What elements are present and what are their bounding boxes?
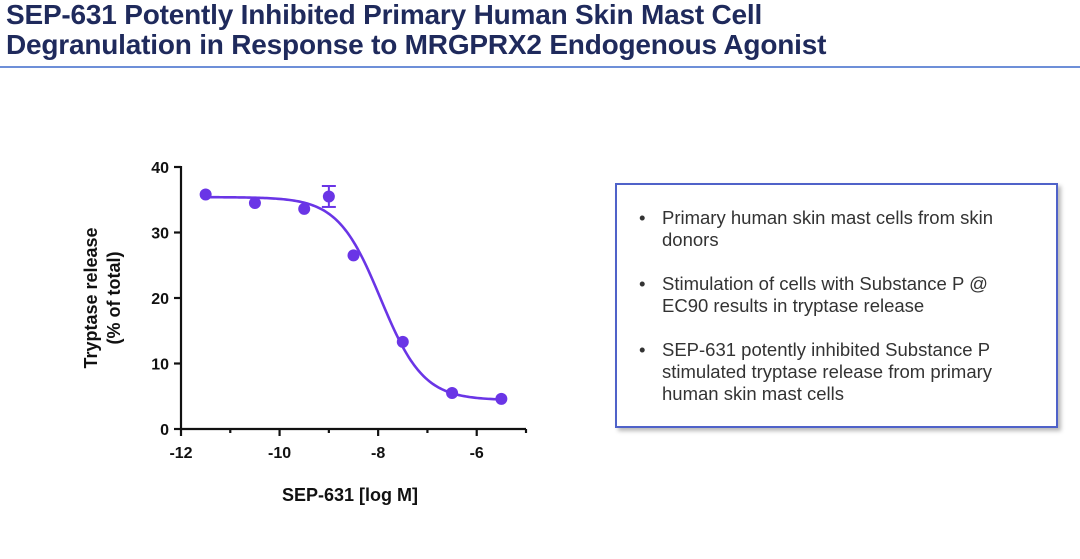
data-point	[322, 190, 335, 203]
bullet-marker: •	[639, 207, 646, 228]
data-point	[199, 188, 212, 201]
x-tick-label: -12	[169, 445, 192, 462]
info-bullet-1-line-1: Primary human skin mast cells from skin	[662, 207, 994, 228]
data-point	[446, 386, 459, 399]
y-tick-label: 30	[151, 226, 169, 243]
info-bullet-1-line-2: donors	[662, 229, 719, 250]
data-point	[396, 335, 409, 348]
info-bullet-list: • Primary human skin mast cells from ski…	[617, 185, 1056, 405]
info-bullet-3-line-3: human skin mast cells	[662, 383, 844, 404]
y-tick-label: 20	[151, 291, 169, 308]
x-axis-title: SEP-631 [log M]	[282, 485, 418, 505]
data-point	[248, 197, 261, 210]
info-bullet-2: • Stimulation of cells with Substance P …	[639, 273, 1040, 317]
x-tick-label: -8	[371, 445, 385, 462]
x-tick-label: -6	[470, 445, 484, 462]
info-box: • Primary human skin mast cells from ski…	[615, 183, 1058, 428]
y-axis-title-line-1: Tryptase release	[81, 227, 101, 368]
info-bullet-3-line-2: stimulated tryptase release from primary	[662, 361, 993, 382]
fit-curve	[205, 195, 502, 401]
x-tick-label: -10	[268, 445, 291, 462]
data-point	[298, 202, 311, 215]
y-axis-title-line-2: (% of total)	[104, 252, 124, 345]
y-axis-title: Tryptase release (% of total)	[81, 227, 124, 368]
info-bullet-2-line-1: Stimulation of cells with Substance P @	[662, 273, 988, 294]
y-tick-label: 10	[151, 357, 169, 374]
info-bullet-3: • SEP-631 potently inhibited Substance P…	[639, 339, 1040, 405]
y-tick-label: 40	[151, 160, 169, 177]
bullet-marker: •	[639, 273, 646, 294]
bullet-marker: •	[639, 339, 646, 360]
data-point	[495, 392, 508, 405]
slide-title-line-2: Degranulation in Response to MRGPRX2 End…	[6, 29, 827, 60]
y-tick-label: 0	[160, 422, 169, 439]
slide-title-line-1: SEP-631 Potently Inhibited Primary Human…	[6, 0, 763, 30]
data-point	[347, 249, 360, 262]
title-divider	[0, 66, 1080, 68]
slide-title: SEP-631 Potently Inhibited Primary Human…	[6, 0, 1066, 60]
info-bullet-2-line-2: EC90 results in tryptase release	[662, 295, 925, 316]
dose-response-chart: Tryptase release (% of total) SEP-631 [l…	[81, 160, 528, 505]
info-bullet-1: • Primary human skin mast cells from ski…	[639, 207, 1040, 251]
info-bullet-3-line-1: SEP-631 potently inhibited Substance P	[662, 339, 991, 360]
